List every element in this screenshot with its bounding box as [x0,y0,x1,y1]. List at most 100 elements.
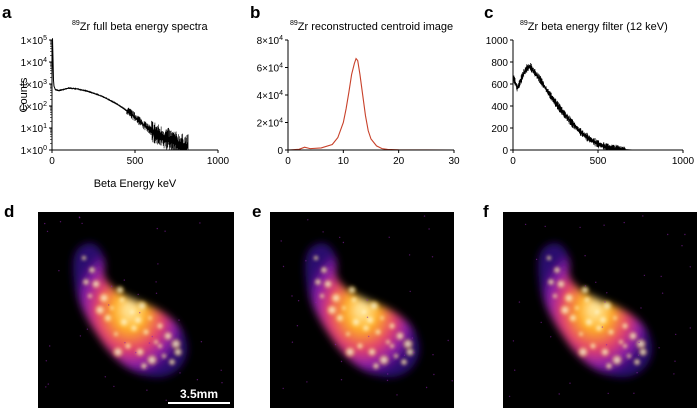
panel-b-x-ticks: 0 10 20 30 [285,150,460,167]
noise-speck [681,245,683,247]
noise-speck [318,289,320,291]
panel-b: b 89Zr reconstructed centroid image 0 2×1… [250,3,460,167]
noise-speck [396,394,398,396]
noise-speck [282,265,285,268]
panel-c-xtick-label: 1000 [672,156,695,167]
noise-speck [108,304,110,306]
hotspot [372,362,380,370]
panel-c-ytick-label: 600 [491,80,508,91]
hotspot [140,362,148,370]
noise-speck [658,347,660,349]
noise-speck [220,369,222,371]
noise-speck [306,381,308,383]
noise-speck [403,354,406,356]
noise-speck [423,215,426,217]
panel-b-ytick-label: 8×104 [257,35,284,47]
noise-speck [81,222,83,225]
hotspot [103,313,113,323]
hotspot [402,338,414,350]
hotspot [147,315,153,321]
hotspot [173,347,183,357]
hotspot [601,300,613,312]
hotspot [345,331,351,337]
noise-speck [431,256,434,258]
hotspot [389,343,395,349]
noise-speck [200,341,203,343]
panel-a-ylabel: Counts [18,77,30,112]
panel-b-ytick-label: 0 [277,146,283,157]
hotspot [597,314,609,326]
noise-speck [514,369,516,371]
noise-speck [684,233,686,236]
panel-a-ytick-label: 1×105 [21,35,48,47]
noise-speck [58,270,60,272]
hotspot [405,347,415,357]
noise-speck [451,380,453,382]
panel-c-y-ticks: 0 200 400 600 800 1000 [486,36,513,157]
noise-speck [46,230,49,233]
hotspot [592,307,602,317]
hotspot [368,300,380,312]
noise-speck [607,392,609,395]
hotspot [82,278,90,286]
noise-speck [123,279,126,281]
panel-a-ytick-label: 1×102 [21,101,48,113]
hotspot [611,354,623,366]
noise-speck [447,339,449,342]
hotspot [314,278,322,286]
panel-e-letter: e [252,202,261,221]
panel-c: c 89Zr beta energy filter (12 keV) 0 200 4… [484,3,695,167]
noise-speck [425,386,428,389]
noise-speck [155,292,158,294]
noise-speck [386,379,389,382]
hotspot [163,331,173,341]
image-d-hotspots [44,216,223,401]
hotspot [350,296,358,304]
noise-speck [137,293,139,296]
noise-speck [145,367,148,369]
noise-speck [307,219,309,221]
noise-speck [601,326,604,328]
noise-speck [606,292,608,294]
hotspot [118,296,126,304]
hotspot [400,358,408,366]
hotspot [367,347,377,357]
panel-c-ytick-label: 800 [491,58,508,69]
noise-speck [47,383,49,385]
noise-speck [409,338,411,341]
hotspot [319,293,325,299]
hotspot [379,315,385,321]
noise-speck [524,223,527,226]
noise-speck [388,236,390,238]
panel-b-xtick-label: 30 [448,156,460,167]
noise-speck [368,335,370,338]
hotspot [161,353,167,359]
hotspot [546,255,552,261]
panel-b-ytick-label: 6×104 [257,63,284,75]
panel-c-letter: c [484,3,493,22]
hotspot [326,304,338,316]
hotspot [135,347,145,357]
noise-speck [603,224,605,226]
hotspot [146,354,158,366]
noise-speck [86,328,89,330]
hotspot [612,315,618,321]
noise-speck [432,354,434,356]
hotspot [577,346,589,358]
noise-speck [623,221,625,224]
noise-speck [49,345,51,347]
panel-b-y-ticks: 0 2×104 4×104 6×104 8×104 [257,35,288,157]
hotspot [168,358,176,366]
noise-speck [340,379,343,381]
hotspot [568,313,578,323]
panel-c-ytick-label: 200 [491,124,508,135]
hotspot [142,328,150,336]
panel-a-series-noise [55,87,189,150]
noise-speck [660,275,662,278]
noise-speck [79,335,82,337]
panel-a-letter: a [2,3,12,22]
noise-speck [584,285,587,287]
noise-speck [558,393,560,395]
panel-a-ytick-label: 1×100 [21,145,48,157]
noise-speck [689,327,691,329]
